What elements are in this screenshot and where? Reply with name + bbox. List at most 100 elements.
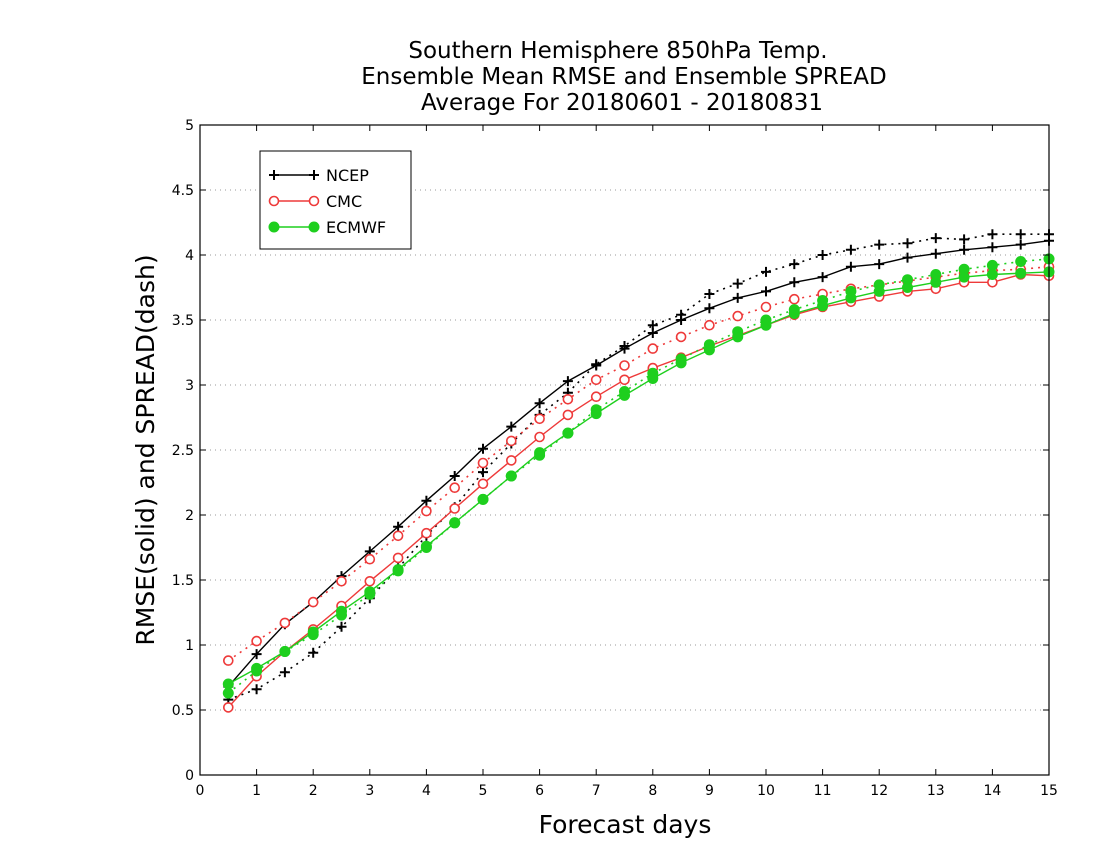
x-tick-label: 13 bbox=[927, 783, 945, 799]
ecmwf-rmse-point bbox=[336, 605, 347, 617]
cmc-spread-point bbox=[788, 293, 800, 305]
x-tick-label: 3 bbox=[365, 783, 374, 799]
ncep-rmse-point bbox=[761, 286, 771, 297]
ecmwf-rmse-point bbox=[788, 308, 800, 319]
legend-marker bbox=[308, 195, 320, 207]
x-tick-label: 5 bbox=[479, 783, 488, 799]
x-tick-label: 2 bbox=[309, 783, 318, 799]
cmc-spread-point bbox=[505, 435, 517, 447]
ncep-spread-line bbox=[228, 233, 1049, 701]
x-tick-label: 6 bbox=[535, 783, 544, 799]
y-tick-label: 1 bbox=[185, 638, 194, 654]
cmc-rmse-point bbox=[619, 374, 630, 386]
ncep-rmse-point bbox=[591, 360, 602, 371]
ecmwf-rmse-point bbox=[732, 331, 744, 343]
legend-marker bbox=[308, 221, 320, 233]
x-tick-label: 0 bbox=[196, 783, 205, 799]
ncep-spread-point bbox=[959, 234, 970, 245]
legend-label-ecmwf: ECMWF bbox=[326, 218, 386, 237]
y-tick-label: 5 bbox=[185, 118, 194, 134]
y-tick-label: 2 bbox=[185, 508, 194, 524]
cmc-spread-point bbox=[619, 360, 630, 371]
y-axis: 0 0.5 1 1.5 2 2.5 3 3.5 4 4.5 5 bbox=[172, 118, 1049, 784]
ncep-rmse-point bbox=[874, 259, 885, 270]
x-tick-label: 12 bbox=[870, 783, 888, 799]
cmc-spread-point bbox=[307, 596, 319, 608]
ncep-spread-point bbox=[874, 239, 885, 250]
ecmwf-rmse-point bbox=[873, 285, 885, 297]
ecmwf-rmse-point bbox=[222, 678, 234, 690]
ncep-rmse-point bbox=[562, 376, 573, 387]
y-tick-label: 3.5 bbox=[172, 313, 194, 329]
y-tick-label: 4.5 bbox=[172, 183, 194, 199]
y-tick-label: 1.5 bbox=[172, 573, 194, 589]
ncep-rmse-point bbox=[478, 443, 488, 454]
y-axis-title: RMSE(solid) and SPREAD(dash) bbox=[131, 254, 160, 645]
ncep-spread-point bbox=[987, 229, 998, 240]
x-tick-label: 7 bbox=[592, 783, 601, 799]
ecmwf-rmse-point bbox=[505, 470, 517, 482]
ncep-spread-point bbox=[704, 289, 715, 299]
ecmwf-spread-point bbox=[222, 687, 234, 699]
legend-item-ncep: NCEP bbox=[269, 166, 369, 185]
cmc-spread-point bbox=[251, 635, 262, 647]
ncep-rmse-point bbox=[959, 244, 970, 255]
cmc-rmse-point bbox=[392, 552, 404, 564]
ncep-spread-point bbox=[902, 238, 913, 249]
title-line-2: Ensemble Mean RMSE and Ensemble SPREAD bbox=[361, 64, 886, 90]
y-tick-label: 3 bbox=[185, 378, 194, 394]
ncep-spread-point bbox=[308, 647, 319, 658]
x-tick-label: 15 bbox=[1040, 783, 1058, 799]
cmc-spread-point bbox=[477, 457, 489, 469]
ncep-rmse-point bbox=[421, 495, 432, 506]
legend-marker bbox=[309, 170, 319, 180]
cmc-rmse-point bbox=[449, 503, 461, 514]
legend-marker bbox=[268, 195, 280, 207]
cmc-rmse-point bbox=[590, 391, 602, 403]
ncep-spread-point bbox=[732, 278, 743, 289]
ecmwf-rmse-point bbox=[760, 319, 772, 331]
cmc-rmse-point bbox=[421, 527, 432, 539]
ncep-rmse-point bbox=[1015, 239, 1026, 250]
ncep-rmse-point bbox=[987, 242, 998, 253]
cmc-spread-point bbox=[760, 301, 772, 313]
cmc-spread-point bbox=[364, 553, 376, 565]
ecmwf-rmse-point bbox=[675, 357, 687, 369]
ecmwf-rmse-point bbox=[364, 586, 376, 598]
ecmwf-rmse-point bbox=[477, 493, 489, 505]
ncep-spread-point bbox=[817, 250, 828, 260]
ecmwf-rmse-point bbox=[845, 292, 857, 304]
ecmwf-rmse-point bbox=[902, 282, 913, 293]
ecmwf-rmse-point bbox=[930, 276, 942, 288]
legend-item-ecmwf: ECMWF bbox=[268, 218, 386, 237]
cmc-spread-point bbox=[534, 413, 545, 425]
cmc-rmse-point bbox=[364, 575, 376, 587]
ecmwf-rmse-point bbox=[562, 427, 574, 439]
x-tick-label: 14 bbox=[983, 783, 1001, 799]
x-tick-label: 11 bbox=[814, 783, 832, 799]
legend-marker bbox=[269, 170, 279, 180]
cmc-spread-point bbox=[562, 393, 574, 405]
ncep-rmse-point bbox=[449, 471, 460, 481]
ecmwf-rmse-point bbox=[647, 373, 659, 384]
cmc-spread-point bbox=[704, 319, 715, 331]
cmc-spread-point bbox=[732, 310, 744, 322]
ncep-rmse-point bbox=[251, 649, 262, 660]
y-tick-label: 4 bbox=[185, 248, 194, 264]
ncep-rmse-point bbox=[534, 398, 545, 409]
ecmwf-rmse-point bbox=[703, 344, 715, 356]
cmc-spread-point bbox=[223, 655, 234, 666]
cmc-spread-point bbox=[647, 343, 659, 354]
y-tick-label: 0.5 bbox=[172, 703, 194, 719]
legend-label-cmc: CMC bbox=[326, 192, 362, 211]
ecmwf-rmse-point bbox=[1015, 267, 1027, 279]
cmc-spread-point bbox=[590, 374, 602, 386]
ncep-spread-point bbox=[761, 266, 771, 277]
title-line-3: Average For 20180601 - 20180831 bbox=[421, 90, 823, 116]
cmc-spread-line bbox=[227, 265, 1050, 662]
cmc-rmse-point bbox=[534, 431, 545, 443]
cmc-rmse-point bbox=[477, 478, 489, 490]
cmc-spread-point bbox=[392, 530, 404, 542]
ecmwf-rmse-point bbox=[392, 564, 404, 576]
